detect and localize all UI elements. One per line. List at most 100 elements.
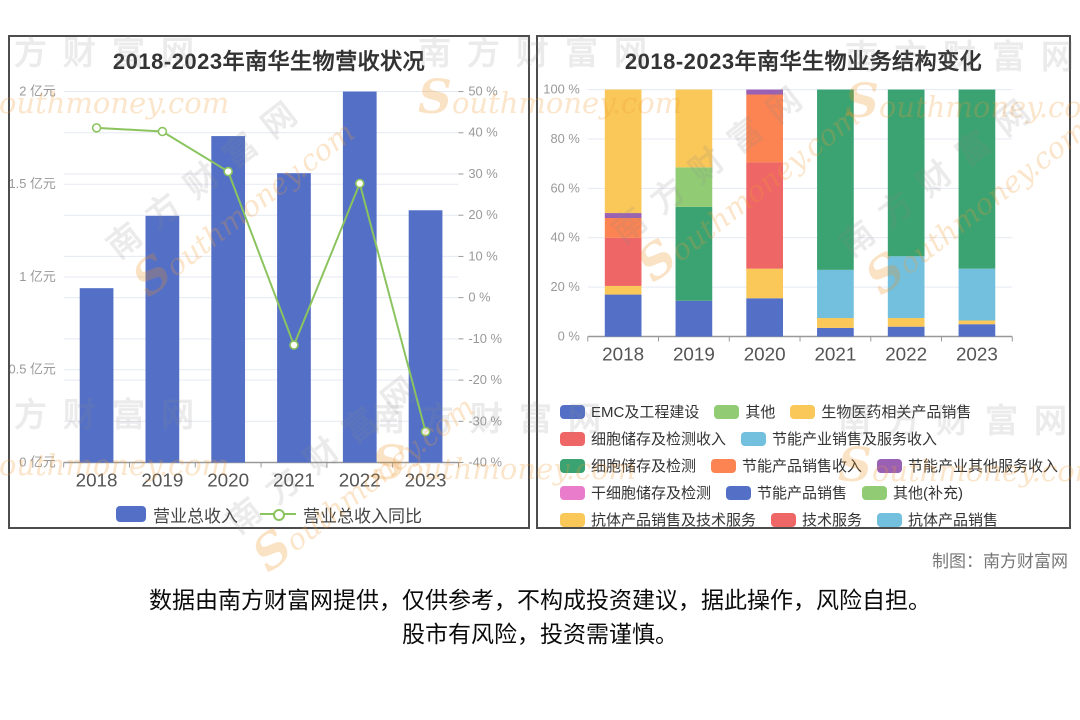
stack-segment-2018[interactable] bbox=[604, 237, 642, 286]
stack-segment-2023[interactable] bbox=[958, 320, 996, 325]
y-left-tick-label: 0.5 亿元 bbox=[10, 362, 56, 377]
legend-swatch bbox=[560, 431, 585, 446]
x-category-label: 2022 bbox=[339, 469, 381, 490]
legend-label: 营业总收入同比 bbox=[303, 506, 422, 526]
legend-item[interactable]: 抗体产品销售 bbox=[877, 509, 998, 530]
legend-item[interactable]: 细胞储存及检测 bbox=[560, 455, 696, 476]
stack-segment-2023[interactable] bbox=[958, 268, 996, 321]
legend-item-revenue[interactable]: 营业总收入 bbox=[116, 502, 238, 527]
x-category-label: 2020 bbox=[744, 343, 786, 364]
stack-segment-2020[interactable] bbox=[746, 268, 784, 299]
stack-segment-2020[interactable] bbox=[746, 94, 784, 163]
stack-segment-2020[interactable] bbox=[746, 298, 784, 337]
y-tick-label: 20 % bbox=[550, 279, 579, 294]
legend-item[interactable]: 节能产品销售收入 bbox=[711, 455, 862, 476]
legend-item[interactable]: 节能产品销售 bbox=[726, 482, 847, 503]
legend-label: 抗体产品销售及技术服务 bbox=[591, 512, 757, 529]
revenue-bar-2018[interactable] bbox=[79, 288, 114, 463]
legend-item[interactable]: 其他 bbox=[714, 401, 775, 422]
y-right-tick-label: -30 % bbox=[468, 413, 502, 428]
stack-segment-2020[interactable] bbox=[746, 162, 784, 269]
revenue-chart: 0 亿元 0.5 亿元 1 亿元 1.5 亿元 2 亿元 -40 % -30 % -20 % -… bbox=[10, 84, 502, 491]
revenue-bar-2019[interactable] bbox=[145, 215, 180, 463]
stack-segment-2018[interactable] bbox=[604, 285, 642, 295]
x-category-label: 2023 bbox=[956, 343, 998, 364]
stack-segment-2018[interactable] bbox=[604, 218, 642, 238]
legend-item[interactable]: 节能产业销售及服务收入 bbox=[741, 428, 937, 449]
stack-segment-2021[interactable] bbox=[817, 327, 854, 337]
legend-item[interactable]: 细胞储存及检测收入 bbox=[560, 428, 726, 449]
stack-segment-2021[interactable] bbox=[817, 318, 854, 328]
legend-item[interactable]: 节能产业其他服务收入 bbox=[877, 455, 1058, 476]
legend-item[interactable]: 抗体产品销售及技术服务 bbox=[560, 509, 756, 530]
x-category-label: 2021 bbox=[273, 469, 315, 490]
legend-item-yoy[interactable]: 营业总收入同比 bbox=[260, 502, 422, 527]
legend-swatch bbox=[741, 431, 767, 446]
legend-item[interactable]: 其他(补充) bbox=[862, 482, 963, 503]
legend-row: EMC及工程建设 其他 生物医药相关产品销售 bbox=[560, 401, 1058, 422]
y-right-tick-label: 20 % bbox=[468, 207, 497, 222]
yoy-line-point-2021[interactable] bbox=[289, 340, 299, 350]
legend-swatch bbox=[560, 485, 585, 500]
legend-swatch bbox=[877, 458, 903, 473]
y-right-tick-label: -10 % bbox=[468, 331, 502, 346]
x-category-label: 2022 bbox=[885, 343, 927, 364]
yoy-line bbox=[96, 126, 427, 432]
stack-segment-2020[interactable] bbox=[746, 89, 784, 95]
stack-segment-2022[interactable] bbox=[887, 89, 925, 257]
stack-segment-2023[interactable] bbox=[958, 89, 996, 269]
legend-label: 节能产业销售及服务收入 bbox=[772, 431, 938, 448]
stack-segment-2023[interactable] bbox=[958, 324, 996, 337]
y-right-tick-label: 0 % bbox=[468, 290, 490, 305]
yoy-line-point-2023[interactable] bbox=[420, 426, 431, 437]
legend-item[interactable]: 技术服务 bbox=[771, 509, 862, 530]
stack-segment-2021[interactable] bbox=[817, 269, 854, 319]
disclaimer: 数据由南方财富网提供，仅供参考，不构成投资建议，据此操作，风险自担。 股市有风险… bbox=[0, 583, 1080, 651]
revenue-bar-2023[interactable] bbox=[408, 210, 443, 463]
legend-swatch bbox=[560, 404, 585, 419]
y-tick-label: 40 % bbox=[550, 230, 579, 245]
legend-swatch bbox=[790, 404, 816, 419]
revenue-chart-panel: 2018-2023年南华生物营收状况 0 亿元 0.5 亿元 1 亿元 1.5 亿元 2… bbox=[8, 35, 530, 529]
y-left-tick-label: 0 亿元 bbox=[19, 454, 56, 469]
revenue-bar-2022[interactable] bbox=[342, 91, 377, 463]
stack-segment-2022[interactable] bbox=[887, 318, 925, 327]
x-category-label: 2019 bbox=[673, 343, 715, 364]
y-right-tick-label: 50 % bbox=[468, 84, 497, 99]
stack-segment-2018[interactable] bbox=[604, 213, 642, 219]
legend-item[interactable]: 生物医药相关产品销售 bbox=[790, 401, 971, 422]
x-category-label: 2018 bbox=[602, 343, 644, 364]
stack-segment-2022[interactable] bbox=[887, 256, 925, 319]
y-left-tick-label: 1.5 亿元 bbox=[10, 176, 56, 191]
disclaimer-line-2: 股市有风险，投资需谨慎。 bbox=[402, 621, 678, 647]
legend-swatch bbox=[877, 512, 903, 527]
legend-line-icon bbox=[260, 506, 296, 522]
yoy-line-point-2020[interactable] bbox=[223, 166, 233, 177]
stack-segment-2018[interactable] bbox=[604, 294, 642, 337]
stack-segment-2019[interactable] bbox=[675, 206, 713, 301]
yoy-line-point-2018[interactable] bbox=[91, 123, 102, 133]
legend-swatch bbox=[711, 458, 737, 473]
yoy-line-point-2019[interactable] bbox=[157, 126, 168, 137]
y-left-tick-label: 2 亿元 bbox=[19, 84, 56, 99]
legend-item[interactable]: 干细胞储存及检测 bbox=[560, 482, 711, 503]
x-category-label: 2023 bbox=[405, 469, 447, 490]
legend-label: 其他 bbox=[745, 404, 776, 421]
stack-segment-2021[interactable] bbox=[817, 89, 854, 270]
yoy-line-point-2022[interactable] bbox=[354, 178, 365, 189]
stack-segment-2019[interactable] bbox=[675, 167, 713, 207]
y-right-tick-label: -20 % bbox=[468, 372, 502, 387]
y-right-tick-label: 10 % bbox=[468, 248, 497, 263]
legend-swatch bbox=[714, 404, 740, 419]
stack-segment-2019[interactable] bbox=[675, 300, 713, 337]
stack-segment-2019[interactable] bbox=[675, 89, 713, 168]
legend-row: 细胞储存及检测 节能产品销售收入 节能产业其他服务收入 bbox=[560, 455, 1058, 476]
revenue-bar-2020[interactable] bbox=[211, 136, 246, 463]
stack-segment-2022[interactable] bbox=[887, 326, 925, 337]
y-left-tick-label: 1 亿元 bbox=[19, 269, 56, 284]
stack-segment-2018[interactable] bbox=[604, 89, 642, 214]
y-right-tick-label: 30 % bbox=[468, 166, 497, 181]
legend-item[interactable]: EMC及工程建设 bbox=[560, 401, 699, 422]
x-category-label: 2021 bbox=[814, 343, 856, 364]
x-category-label: 2019 bbox=[141, 469, 183, 490]
